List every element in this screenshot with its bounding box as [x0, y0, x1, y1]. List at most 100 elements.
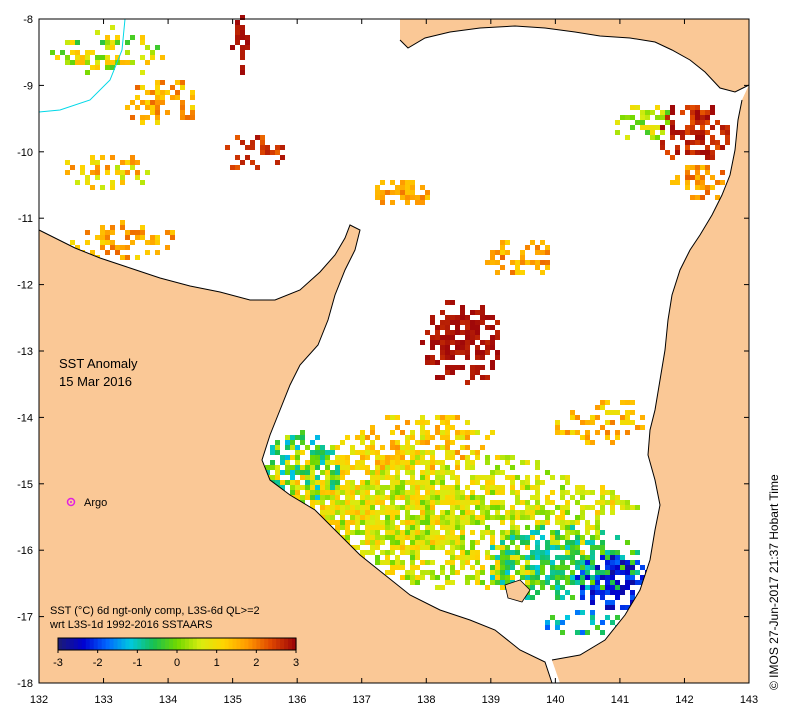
sst-cell — [435, 540, 440, 545]
sst-cell — [430, 525, 435, 530]
sst-cell — [605, 430, 610, 435]
sst-cell — [480, 365, 485, 370]
sst-cell — [610, 560, 615, 565]
sst-cell — [435, 545, 440, 550]
sst-cell — [620, 415, 625, 420]
sst-cell — [490, 365, 495, 370]
sst-cell — [600, 400, 605, 405]
sst-cell — [720, 180, 725, 185]
sst-cell — [490, 580, 495, 585]
sst-cell — [385, 535, 390, 540]
sst-cell — [415, 505, 420, 510]
sst-cell — [395, 495, 400, 500]
sst-cell — [685, 185, 690, 190]
sst-cell — [385, 495, 390, 500]
sst-cell — [135, 95, 140, 100]
sst-cell — [480, 315, 485, 320]
sst-cell — [355, 450, 360, 455]
sst-cell — [150, 50, 155, 55]
sst-cell — [465, 485, 470, 490]
sst-cell — [615, 615, 620, 620]
sst-cell — [490, 340, 495, 345]
sst-cell — [605, 500, 610, 505]
sst-cell — [390, 560, 395, 565]
sst-cell — [680, 110, 685, 115]
sst-cell — [570, 555, 575, 560]
sst-cell — [630, 420, 635, 425]
colorbar-segment — [236, 638, 242, 650]
sst-cell — [485, 490, 490, 495]
sst-cell — [315, 495, 320, 500]
sst-cell — [405, 550, 410, 555]
sst-cell — [90, 160, 95, 165]
sst-cell — [380, 180, 385, 185]
sst-cell — [360, 510, 365, 515]
sst-cell — [580, 585, 585, 590]
sst-cell — [425, 470, 430, 475]
sst-cell — [105, 65, 110, 70]
sst-cell — [685, 130, 690, 135]
sst-cell — [495, 320, 500, 325]
sst-cell — [475, 555, 480, 560]
sst-cell — [470, 555, 475, 560]
sst-cell — [295, 460, 300, 465]
sst-cell — [430, 560, 435, 565]
sst-cell — [715, 145, 720, 150]
sst-cell — [430, 320, 435, 325]
sst-cell — [595, 415, 600, 420]
sst-cell — [495, 500, 500, 505]
sst-cell — [430, 450, 435, 455]
sst-cell — [420, 500, 425, 505]
sst-cell — [545, 265, 550, 270]
sst-cell — [240, 45, 245, 50]
sst-cell — [535, 525, 540, 530]
sst-cell — [345, 525, 350, 530]
sst-cell — [90, 250, 95, 255]
sst-cell — [470, 490, 475, 495]
sst-cell — [610, 570, 615, 575]
sst-cell — [525, 475, 530, 480]
x-tick-label: 136 — [288, 694, 306, 706]
y-tick-label: -11 — [18, 213, 33, 225]
sst-cell — [660, 110, 665, 115]
sst-cell — [560, 630, 565, 635]
sst-cell — [620, 400, 625, 405]
sst-cell — [540, 565, 545, 570]
sst-cell — [365, 525, 370, 530]
sst-cell — [610, 605, 615, 610]
sst-cell — [180, 110, 185, 115]
sst-cell — [100, 40, 105, 45]
sst-cell — [135, 160, 140, 165]
sst-cell — [460, 455, 465, 460]
sst-cell — [150, 55, 155, 60]
sst-cell — [535, 500, 540, 505]
sst-cell — [415, 575, 420, 580]
sst-cell — [545, 550, 550, 555]
sst-cell — [360, 480, 365, 485]
sst-cell — [575, 565, 580, 570]
sst-cell — [470, 465, 475, 470]
sst-cell — [495, 330, 500, 335]
sst-cell — [380, 485, 385, 490]
sst-cell — [325, 510, 330, 515]
sst-cell — [430, 460, 435, 465]
sst-cell — [555, 595, 560, 600]
sst-cell — [520, 535, 525, 540]
sst-cell — [160, 90, 165, 95]
sst-cell — [410, 495, 415, 500]
sst-cell — [335, 485, 340, 490]
sst-cell — [705, 145, 710, 150]
sst-cell — [455, 485, 460, 490]
sst-cell — [125, 50, 130, 55]
sst-cell — [590, 575, 595, 580]
sst-cell — [370, 515, 375, 520]
sst-cell — [600, 620, 605, 625]
sst-cell — [355, 505, 360, 510]
sst-cell — [130, 100, 135, 105]
sst-cell — [405, 480, 410, 485]
sst-cell — [585, 505, 590, 510]
sst-cell — [520, 250, 525, 255]
sst-cell — [545, 580, 550, 585]
note-line2: wrt L3S-1d 1992-2016 SSTAARS — [49, 619, 212, 631]
sst-cell — [640, 125, 645, 130]
